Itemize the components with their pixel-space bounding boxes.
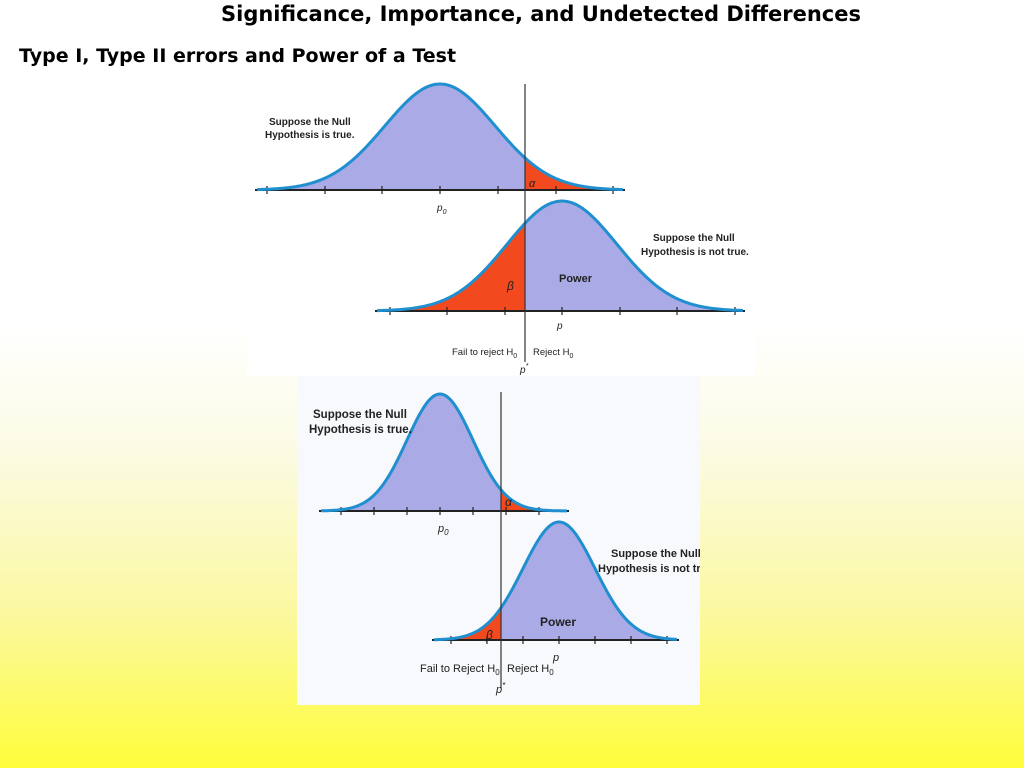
fail-to-reject-label: Fail to Reject H0 xyxy=(420,663,500,677)
slide-subtitle: Type I, Type II errors and Power of a Te… xyxy=(19,45,457,67)
null-true-label-line2: Hypothesis is true. xyxy=(309,424,412,436)
null-true-label-line1: Suppose the Null xyxy=(313,409,407,421)
beta-region xyxy=(434,607,501,640)
null-true-label-line1: Suppose the Null xyxy=(269,117,351,128)
null-distribution-curve xyxy=(321,392,567,513)
null-axis-ticks xyxy=(340,507,540,515)
diagram-panel-bottom: Suppose the Null Hypothesis is true. Sup… xyxy=(297,376,700,705)
slide-title: Significance, Importance, and Undetected… xyxy=(221,2,861,26)
null-distribution-area xyxy=(257,84,525,190)
p-label: p xyxy=(552,652,559,664)
error-diagram-top: Suppose the Null Hypothesis is true. Sup… xyxy=(255,82,749,376)
p-star-label: p* xyxy=(519,363,529,376)
beta-symbol: β xyxy=(506,279,514,293)
p-star-label: p* xyxy=(495,681,506,696)
null-true-label-line2: Hypothesis is true. xyxy=(265,130,355,141)
null-false-label-line2: Hypothesis is not true xyxy=(598,563,700,575)
alt-axis-ticks xyxy=(389,307,736,315)
null-false-label-line1: Suppose the Null xyxy=(653,233,735,244)
alternative-distribution-curve xyxy=(377,199,743,313)
p0-label: p0 xyxy=(437,523,449,537)
fail-to-reject-label: Fail to reject H0 xyxy=(452,347,517,360)
error-diagram-bottom: Suppose the Null Hypothesis is true. Sup… xyxy=(309,392,700,696)
null-false-label-line2: Hypothesis is not true. xyxy=(641,247,749,258)
null-distribution-curve xyxy=(257,82,623,192)
reject-label: Reject H0 xyxy=(533,347,573,360)
alpha-region xyxy=(501,489,567,511)
diagram-panel-top: Suppose the Null Hypothesis is true. Sup… xyxy=(247,80,755,376)
alpha-symbol: α xyxy=(529,178,536,190)
null-distribution-area xyxy=(321,394,501,511)
p-label: p xyxy=(556,321,563,332)
alternative-distribution-area xyxy=(525,201,743,311)
alpha-symbol: α xyxy=(505,495,513,509)
beta-region xyxy=(377,223,525,311)
beta-symbol: β xyxy=(485,628,493,642)
alpha-region xyxy=(525,157,623,190)
null-false-label-line1: Suppose the Null xyxy=(611,548,700,560)
alternative-distribution-area xyxy=(501,522,677,640)
power-label: Power xyxy=(540,615,576,629)
p0-label: p0 xyxy=(436,203,447,216)
power-label: Power xyxy=(559,273,593,285)
alternative-distribution-curve xyxy=(434,520,678,642)
reject-label: Reject H0 xyxy=(507,663,554,677)
